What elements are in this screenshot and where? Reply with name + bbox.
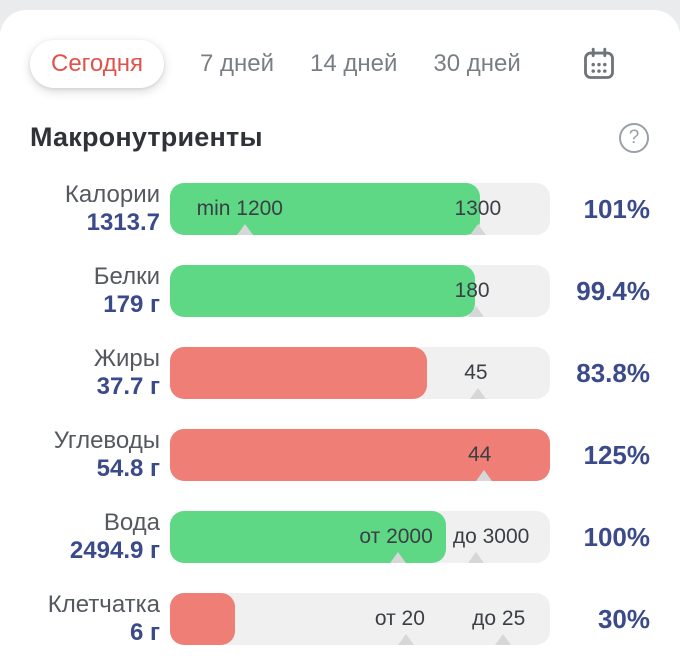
target-label: до 25 <box>472 607 526 630</box>
progress-fill <box>170 429 550 481</box>
progress-bar: от 20 до 25 <box>170 593 550 645</box>
progress-bar: min 1200 1300 <box>170 183 550 235</box>
macro-percent: 99.4% <box>576 275 650 306</box>
target-label: от 20 <box>374 607 425 630</box>
macro-value: 1313.7 <box>86 209 160 236</box>
macro-label-block: Углеводы 54.8 г <box>30 427 160 483</box>
tab-14-days[interactable]: 14 дней <box>310 50 398 77</box>
macro-percent: 125% <box>583 439 651 470</box>
target-label: 180 <box>454 279 490 302</box>
macros-card: Сегодня 7 дней 14 дней 30 дней Макронутр… <box>0 10 680 666</box>
progress-bar: от 2000 до 3000 <box>170 511 550 563</box>
macro-name: Углеводы <box>53 427 160 454</box>
macro-value: 37.7 г <box>96 373 160 400</box>
target-marker-caret <box>236 224 253 235</box>
calendar-icon[interactable] <box>581 46 617 82</box>
section-header: Макронутриенты ? <box>30 122 650 153</box>
progress-bar: 180 <box>170 265 550 317</box>
progress-fill <box>170 593 235 645</box>
target-marker-caret <box>469 388 486 399</box>
target-label: до 3000 <box>452 525 530 548</box>
macro-percent: 101% <box>583 193 651 224</box>
macro-name: Жиры <box>93 345 160 372</box>
target-label: 44 <box>468 443 492 466</box>
macro-value: 6 г <box>129 619 160 646</box>
macro-row: Углеводы 54.8 г 44 125% <box>30 427 651 483</box>
macro-name: Белки <box>93 263 160 290</box>
help-icon[interactable]: ? <box>619 122 649 153</box>
macro-name: Вода <box>103 509 160 536</box>
macro-row: Белки 179 г 180 99.4% <box>30 263 650 319</box>
macro-row: Клетчатка 6 г от 20 до 25 30% <box>30 591 650 647</box>
tab-today[interactable]: Сегодня <box>30 40 164 88</box>
macro-value: 2494.9 г <box>69 537 160 564</box>
macro-value: 54.8 г <box>96 455 160 482</box>
macro-name: Калории <box>64 181 160 208</box>
progress-bar: 44 <box>170 429 550 481</box>
target-label: min 1200 <box>196 197 283 220</box>
target-marker-caret <box>467 306 484 317</box>
macro-label-block: Клетчатка 6 г <box>30 591 160 647</box>
progress-fill <box>170 183 480 235</box>
period-tabs: Сегодня 7 дней 14 дней 30 дней <box>30 40 650 88</box>
macro-row: Калории 1313.7 min 1200 1300 101% <box>30 181 651 237</box>
progress-bar: 45 <box>170 347 550 399</box>
progress-fill <box>170 265 476 317</box>
tab-7-days[interactable]: 7 дней <box>199 50 275 77</box>
target-label: от 2000 <box>359 525 433 548</box>
macro-percent: 100% <box>583 521 651 552</box>
target-marker-caret <box>475 470 492 481</box>
progress-fill <box>170 347 427 399</box>
macro-value: 179 г <box>103 291 160 318</box>
macros-list: Калории 1313.7 min 1200 1300 101% Белки 1… <box>30 181 651 647</box>
section-title: Макронутриенты <box>30 122 263 152</box>
target-marker-caret <box>494 634 511 645</box>
target-marker-caret <box>390 552 406 563</box>
target-marker-caret <box>397 634 414 645</box>
macro-row: Жиры 37.7 г 45 83.8% <box>30 345 650 401</box>
macro-label-block: Вода 2494.9 г <box>30 509 160 565</box>
target-marker-caret <box>467 552 484 563</box>
target-marker-caret <box>469 224 486 235</box>
target-label: 45 <box>464 361 488 384</box>
macro-percent: 83.8% <box>576 357 650 388</box>
macro-label-block: Жиры 37.7 г <box>30 345 160 401</box>
target-label: 1300 <box>454 197 502 220</box>
macro-name: Клетчатка <box>47 591 160 618</box>
tab-30-days[interactable]: 30 дней <box>433 50 521 77</box>
macro-label-block: Калории 1313.7 <box>30 181 160 237</box>
macro-row: Вода 2494.9 г от 2000 до 3000 100% <box>30 509 651 565</box>
macro-label-block: Белки 179 г <box>30 263 160 319</box>
macro-percent: 30% <box>597 603 650 634</box>
